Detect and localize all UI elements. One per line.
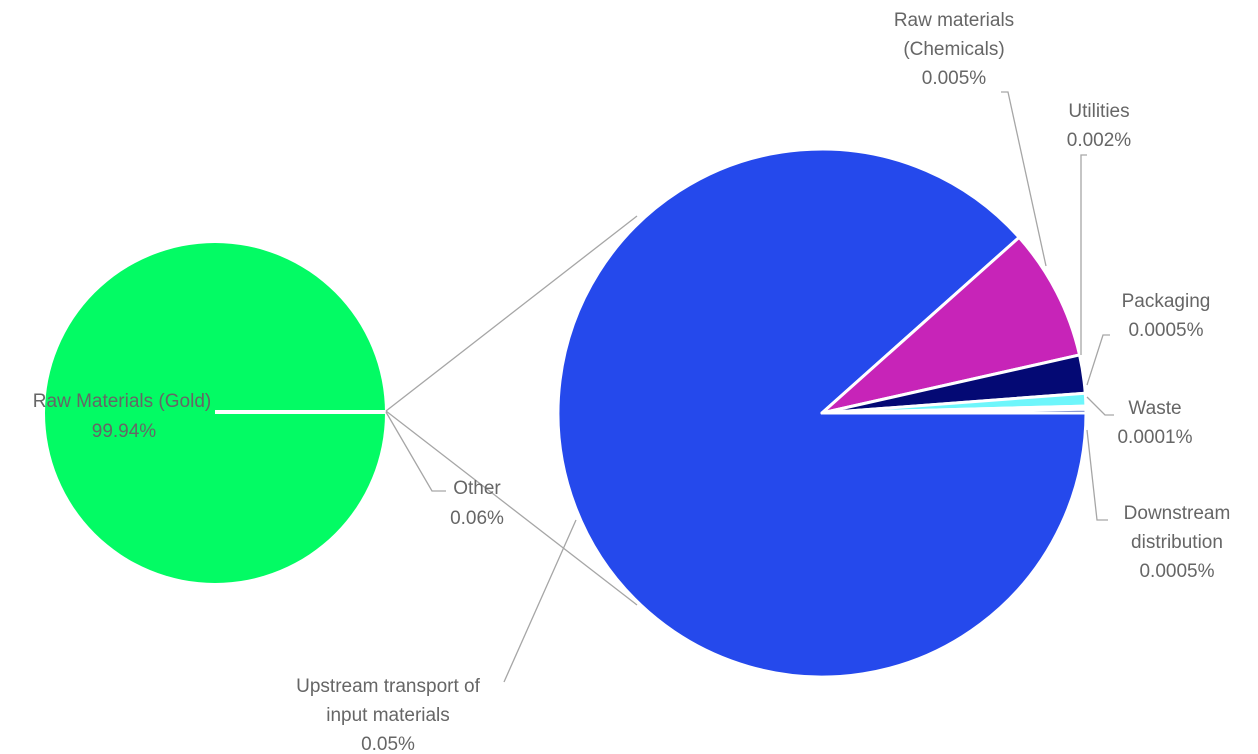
label-waste: Waste — [1128, 398, 1181, 419]
label-raw-materials-gold: Raw Materials (Gold) — [33, 391, 211, 412]
label-packaging: Packaging — [1122, 291, 1211, 312]
connector-line-bottom — [385, 410, 638, 606]
leader-downstream-distribution — [1086, 429, 1108, 521]
leader-waste — [1086, 396, 1114, 416]
label-upstream-transport-line2: input materials — [326, 705, 450, 726]
main-pie — [45, 243, 385, 583]
label-raw-materials-chemicals-line2: (Chemicals) — [903, 39, 1004, 60]
value-packaging: 0.0005% — [1128, 320, 1203, 341]
data-labels: Raw Materials (Gold) 99.94% Other 0.06% … — [33, 10, 1231, 754]
leader-lines — [385, 91, 1114, 683]
secondary-slice-downstream-distribution — [820, 407, 1088, 415]
leader-utilities — [1080, 154, 1087, 355]
leader-raw-materials-chemicals — [1001, 91, 1047, 267]
leader-upstream-transport — [503, 519, 577, 683]
label-raw-materials-chemicals-line1: Raw materials — [894, 10, 1014, 31]
secondary-pie — [556, 147, 1088, 679]
leader-packaging — [1086, 334, 1110, 386]
value-raw-materials-gold: 99.94% — [92, 421, 157, 442]
leader-other — [385, 411, 446, 492]
value-other: 0.06% — [450, 508, 504, 529]
value-waste: 0.0001% — [1117, 427, 1192, 448]
connector-lines — [385, 215, 638, 606]
label-utilities: Utilities — [1068, 101, 1129, 122]
connector-line-top — [385, 215, 638, 412]
value-raw-materials-chemicals: 0.005% — [922, 68, 987, 89]
label-other: Other — [453, 478, 501, 499]
label-upstream-transport-line1: Upstream transport of — [296, 676, 480, 697]
label-downstream-distribution-line2: distribution — [1131, 532, 1223, 553]
label-downstream-distribution-line1: Downstream — [1124, 503, 1231, 524]
value-utilities: 0.002% — [1067, 130, 1132, 151]
value-upstream-transport: 0.05% — [361, 734, 415, 754]
value-downstream-distribution: 0.0005% — [1139, 561, 1214, 582]
